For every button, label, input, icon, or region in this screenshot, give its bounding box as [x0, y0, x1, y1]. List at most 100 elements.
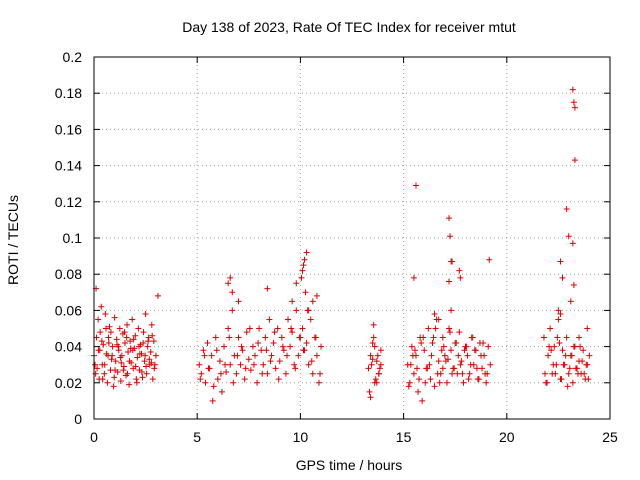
- data-point: [558, 376, 565, 383]
- data-point: [241, 376, 248, 383]
- data-point: [453, 339, 460, 346]
- data-point: [370, 321, 377, 328]
- data-point: [431, 311, 438, 318]
- data-point: [146, 356, 153, 363]
- data-point: [307, 316, 314, 323]
- data-point: [139, 374, 146, 381]
- data-point: [140, 339, 147, 346]
- chart-title: Day 138 of 2023, Rate Of TEC Index for r…: [182, 19, 516, 35]
- data-point: [275, 376, 282, 383]
- data-point: [370, 334, 377, 341]
- data-point: [145, 334, 152, 341]
- data-point: [293, 307, 300, 314]
- data-point: [456, 329, 463, 336]
- data-point: [112, 358, 119, 365]
- data-point: [101, 370, 108, 377]
- data-point: [555, 307, 562, 314]
- data-point: [99, 376, 106, 383]
- data-point: [464, 352, 471, 359]
- data-point: [256, 325, 263, 332]
- data-point: [106, 323, 113, 330]
- data-point: [368, 361, 375, 368]
- data-point: [296, 334, 303, 341]
- data-point: [108, 356, 115, 363]
- data-point: [217, 370, 224, 377]
- data-point: [229, 289, 236, 296]
- data-point: [550, 361, 557, 368]
- data-point: [559, 274, 566, 281]
- data-point: [120, 367, 127, 374]
- data-point: [299, 267, 306, 274]
- x-tick-label: 5: [193, 429, 201, 445]
- data-point: [431, 383, 438, 390]
- data-point: [101, 361, 108, 368]
- data-point: [429, 339, 436, 346]
- data-point: [126, 381, 133, 388]
- data-point: [135, 325, 142, 332]
- data-point: [451, 365, 458, 372]
- data-point: [577, 343, 584, 350]
- data-point: [428, 352, 435, 359]
- data-point: [140, 329, 147, 336]
- data-point: [148, 359, 155, 366]
- data-point: [302, 289, 309, 296]
- data-point: [540, 334, 547, 341]
- data-point: [547, 325, 554, 332]
- data-point: [117, 377, 124, 384]
- data-point: [461, 347, 468, 354]
- data-point: [569, 86, 576, 93]
- data-point: [136, 350, 143, 357]
- data-point: [98, 338, 105, 345]
- data-point: [218, 388, 225, 395]
- data-point: [135, 343, 142, 350]
- data-point: [466, 370, 473, 377]
- data-point: [98, 303, 105, 310]
- data-point: [303, 249, 310, 256]
- data-point: [151, 361, 158, 368]
- x-tick-label: 25: [602, 429, 618, 445]
- y-axis-label: ROTI / TECUs: [5, 195, 21, 285]
- data-point: [227, 274, 234, 281]
- data-point: [295, 352, 302, 359]
- data-point: [120, 363, 127, 370]
- data-point: [255, 339, 262, 346]
- data-point: [222, 361, 229, 368]
- data-point: [571, 157, 578, 164]
- data-point: [407, 361, 414, 368]
- data-point: [267, 358, 274, 365]
- data-point: [141, 358, 148, 365]
- data-point: [280, 347, 287, 354]
- data-point: [144, 343, 151, 350]
- data-point: [485, 343, 492, 350]
- data-point: [467, 361, 474, 368]
- data-point: [152, 352, 159, 359]
- data-point: [570, 343, 577, 350]
- data-point: [369, 356, 376, 363]
- data-point: [482, 370, 489, 377]
- data-point: [438, 347, 445, 354]
- data-point: [376, 365, 383, 372]
- data-point: [365, 365, 372, 372]
- y-axis: 0 0.02 0.04 0.06 0.08 0.1 0.12 0.14 0.16 0.18 0.2: [55, 49, 610, 427]
- data-point: [420, 334, 427, 341]
- data-point: [117, 354, 124, 361]
- data-point: [408, 343, 415, 350]
- data-point: [94, 365, 101, 372]
- data-point: [313, 292, 320, 299]
- data-point: [552, 370, 559, 377]
- data-point: [202, 379, 209, 386]
- data-point: [149, 376, 156, 383]
- data-point: [572, 365, 579, 372]
- data-point: [459, 370, 466, 377]
- data-point: [134, 354, 141, 361]
- data-point: [97, 329, 104, 336]
- data-point: [201, 352, 208, 359]
- data-point: [446, 278, 453, 285]
- data-point: [259, 370, 266, 377]
- x-tick-label: 10: [293, 429, 309, 445]
- data-point: [405, 383, 412, 390]
- data-point: [410, 370, 417, 377]
- data-point: [234, 352, 241, 359]
- data-point: [95, 347, 102, 354]
- data-point: [374, 352, 381, 359]
